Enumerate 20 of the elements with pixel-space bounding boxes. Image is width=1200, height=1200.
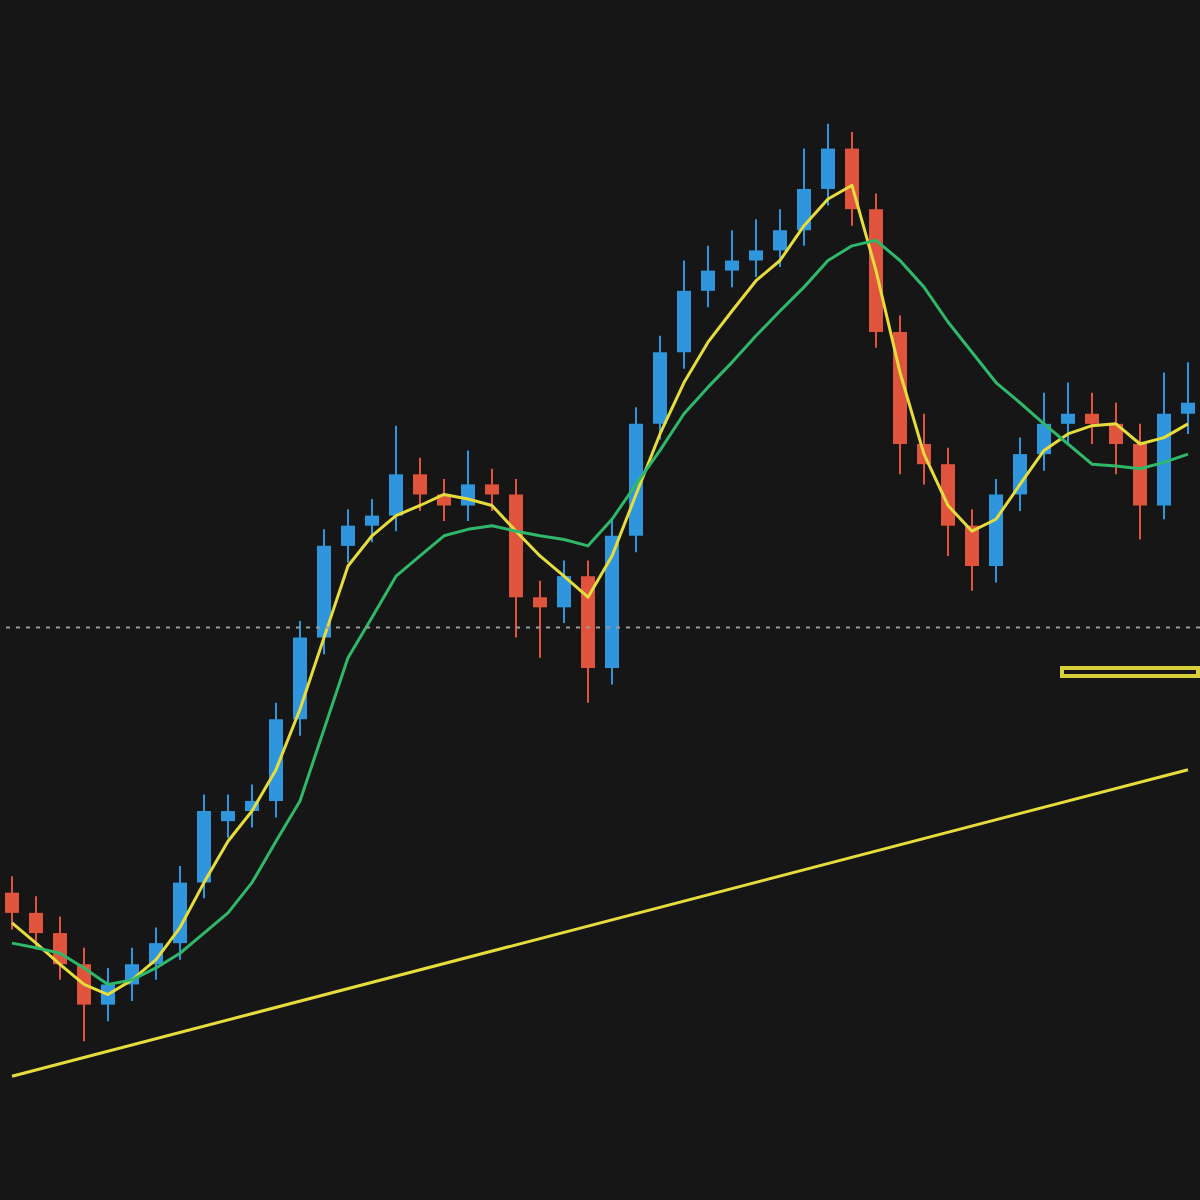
candlestick — [365, 498, 379, 544]
candlestick — [1181, 361, 1195, 435]
candlestick — [1085, 391, 1099, 446]
candlestick — [797, 147, 811, 247]
candlestick — [1061, 381, 1075, 446]
candlestick — [413, 456, 427, 512]
candlestick — [341, 508, 355, 564]
candlestick — [701, 244, 715, 309]
candlestick — [533, 579, 547, 659]
candlestick — [5, 875, 19, 931]
candlestick — [749, 218, 763, 279]
candlestick — [821, 122, 835, 207]
candlestick — [725, 229, 739, 289]
candlestick — [773, 208, 787, 268]
candlestick — [29, 895, 43, 951]
candlestick — [221, 793, 235, 839]
candlestick — [389, 424, 403, 533]
candlestick — [485, 467, 499, 512]
candlestick — [557, 559, 571, 624]
candlestick — [965, 508, 979, 592]
